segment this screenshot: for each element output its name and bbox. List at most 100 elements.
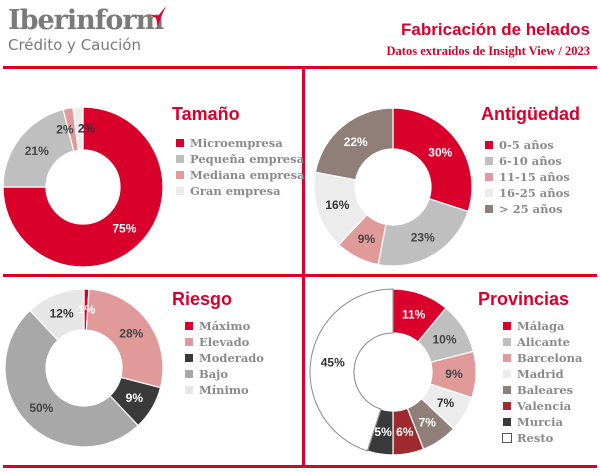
slice-0-5-a-os (392, 107, 473, 213)
slice-peque-a-empresa (2, 108, 75, 188)
legend-label: Pequeña empresa (190, 152, 305, 166)
slice-elevado (85, 288, 164, 389)
logo-bird-icon (148, 6, 166, 26)
data-label: 75% (112, 221, 136, 235)
legend-item: 11-15 años (485, 169, 570, 185)
legend-swatch (503, 402, 511, 410)
legend-item: 6-10 años (485, 153, 570, 169)
legend-item: Barcelona (503, 350, 582, 366)
legend-label: Baleares (517, 383, 574, 397)
legend-label: Valencia (517, 399, 572, 413)
legend-label: 16-25 años (499, 186, 570, 200)
legend-label: Elevado (199, 335, 250, 349)
data-label: 50% (29, 401, 53, 415)
legend-item: Moderado (185, 350, 264, 366)
slice-6-10-a-os (377, 197, 469, 267)
slice-gran-empresa (72, 106, 84, 151)
legend-item: Málaga (503, 318, 582, 334)
legend-swatch (503, 370, 511, 378)
data-label: 9% (358, 232, 376, 246)
slice-microempresa (2, 106, 164, 268)
chart-title: Riesgo (172, 289, 233, 309)
slice-m-nimo (29, 288, 85, 342)
legend-label: Mínimo (199, 383, 249, 397)
data-label: 45% (321, 355, 345, 369)
chart-title: Provincias (478, 289, 570, 309)
data-label: 7% (437, 396, 455, 410)
data-label: 12% (50, 307, 74, 321)
legend-swatch (185, 338, 193, 346)
legend-label: Madrid (517, 367, 564, 381)
legend-item: Resto (502, 430, 582, 446)
page-title: Fabricación de helados (401, 20, 590, 39)
data-label: 7% (419, 415, 437, 429)
legend-label: Murcia (517, 415, 563, 429)
legend-label: 11-15 años (499, 170, 570, 184)
slice-resto (309, 288, 394, 452)
data-label: 30% (428, 146, 452, 160)
slice--25-a-os (314, 107, 394, 181)
legend-item: Gran empresa (176, 183, 305, 199)
data-label: 1% (78, 303, 96, 317)
legend-item: Pequeña empresa (176, 151, 305, 167)
legend-swatch (176, 139, 184, 147)
legend-item: Baleares (503, 382, 582, 398)
legend-label: Bajo (199, 367, 229, 381)
legend-label: Alicante (517, 335, 571, 349)
data-label: 9% (126, 391, 144, 405)
logo-main: Iberinform (8, 5, 164, 36)
legend-swatch (503, 418, 511, 426)
legend-item: > 25 años (485, 201, 570, 217)
legend-item: 0-5 años (485, 137, 570, 153)
divider-middle (3, 274, 597, 277)
legend-label: > 25 años (499, 202, 563, 216)
divider-top (3, 66, 597, 69)
legend-label: Mediana empresa (190, 168, 305, 182)
logo: Iberinform Crédito y Caución (8, 5, 166, 54)
slice-bajo (4, 309, 139, 448)
data-label: 6% (396, 425, 414, 439)
legend-swatch (503, 386, 511, 394)
legend-label: Máximo (199, 319, 251, 333)
data-label: 11% (402, 308, 426, 322)
legend-swatch (503, 338, 511, 346)
legend: Málaga Alicante Barcelona Madrid Baleares Val… (502, 318, 582, 446)
legend-swatch (176, 171, 184, 179)
legend-item: 16-25 años (485, 185, 570, 201)
legend-swatch (185, 354, 193, 362)
legend-label: Málaga (517, 319, 565, 333)
legend-item: Murcia (503, 414, 582, 430)
legend-swatch (185, 386, 193, 394)
legend-swatch (176, 155, 184, 163)
legend-swatch (485, 205, 493, 213)
legend-item: Microempresa (176, 135, 305, 151)
legend-swatch (176, 187, 184, 195)
data-label: 21% (25, 144, 49, 158)
legend-item: Mínimo (185, 382, 264, 398)
legend-item: Elevado (185, 334, 264, 350)
legend-label: Moderado (199, 351, 264, 365)
legend-label: Gran empresa (190, 184, 281, 198)
legend-swatch (485, 157, 493, 165)
data-label: 23% (411, 230, 435, 244)
data-label: 2% (78, 122, 96, 136)
legend-item: Alicante (503, 334, 582, 350)
data-label: 5% (374, 425, 392, 439)
legend-swatch (502, 433, 512, 443)
legend-label: Barcelona (517, 351, 583, 365)
legend-label: Resto (517, 431, 554, 445)
page-subtitle: Datos extraídos de Insight View / 2023 (386, 44, 590, 58)
legend-swatch (485, 173, 493, 181)
data-label: 9% (445, 367, 463, 381)
data-label: 22% (344, 135, 368, 149)
chart-title: Antigüedad (481, 104, 580, 124)
legend-swatch (485, 189, 493, 197)
divider-bottom (3, 465, 597, 468)
logo-sub: Crédito y Caución (8, 36, 141, 54)
chart-title: Tamaño (172, 104, 240, 124)
legend-swatch (503, 322, 511, 330)
